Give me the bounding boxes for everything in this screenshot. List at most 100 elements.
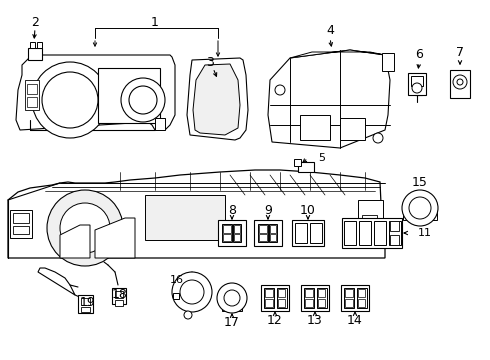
Text: 19: 19 [80,296,96,309]
Text: 8: 8 [228,203,236,216]
Circle shape [129,86,157,114]
Bar [305,299,313,307]
Bar [340,118,365,140]
Text: 3: 3 [206,55,214,68]
Bar [37,42,42,48]
Bar [27,97,37,107]
Bar [345,299,353,307]
Bar [261,285,289,311]
Circle shape [275,85,285,95]
Bar [13,213,29,223]
Text: 15: 15 [412,176,428,189]
Polygon shape [16,55,175,130]
Bar [403,208,437,220]
Bar [27,84,37,94]
Bar [277,288,287,308]
Bar [358,299,365,307]
Bar [304,288,314,308]
Bar [358,289,365,297]
Bar [374,221,386,245]
Text: 5: 5 [318,153,325,163]
Bar [341,285,369,311]
Bar [259,225,267,233]
Bar [390,235,399,245]
Bar [233,224,241,242]
Bar [317,288,327,308]
Text: 18: 18 [112,288,128,302]
Circle shape [224,290,240,306]
Bar [359,221,371,245]
Circle shape [412,83,422,93]
Bar [408,73,426,95]
Bar [265,289,273,297]
Text: 4: 4 [326,23,334,36]
Bar [223,225,231,233]
Circle shape [32,62,108,138]
Circle shape [373,133,383,143]
Bar [10,210,32,238]
Circle shape [42,72,98,128]
Bar [258,224,268,242]
Bar [389,221,401,245]
Polygon shape [187,58,248,140]
Text: 13: 13 [307,314,323,327]
Bar [382,53,394,71]
Bar [13,226,29,234]
Bar [344,288,354,308]
Polygon shape [290,50,385,58]
Bar [112,288,126,304]
Text: 9: 9 [264,203,272,216]
Bar [358,200,383,245]
Bar [292,220,324,246]
Bar [362,215,377,227]
Polygon shape [60,225,90,258]
Bar [28,48,42,60]
Bar [300,115,330,140]
Circle shape [47,190,123,266]
Circle shape [409,197,431,219]
Bar [81,307,90,312]
Bar [450,70,470,98]
Circle shape [453,75,467,89]
Bar [264,288,274,308]
Bar [345,289,353,297]
Circle shape [184,311,192,319]
Bar [270,234,276,241]
Bar [222,224,232,242]
Bar [222,303,242,311]
Bar [30,42,35,48]
Circle shape [457,79,463,85]
Bar [305,289,313,297]
Bar [218,220,246,246]
Text: 17: 17 [224,316,240,329]
Polygon shape [193,64,240,135]
Bar [278,289,285,297]
Text: 10: 10 [300,203,316,216]
Bar [298,162,314,172]
Text: 16: 16 [170,275,184,285]
Bar [342,218,402,248]
Bar [265,299,273,307]
Bar [115,300,123,306]
Circle shape [172,272,212,312]
Bar [81,298,90,305]
Polygon shape [268,50,390,148]
Bar [223,234,231,241]
Bar [259,234,267,241]
Bar [278,299,285,307]
Polygon shape [95,218,135,258]
Text: 1: 1 [151,15,159,28]
Bar [115,291,123,298]
Bar [234,225,240,233]
Bar [155,118,165,130]
Bar [357,288,367,308]
Text: 6: 6 [415,49,423,62]
Bar [411,76,423,86]
Bar [254,220,282,246]
Bar [25,80,39,110]
Circle shape [121,78,165,122]
Bar [145,195,225,240]
Polygon shape [8,170,385,258]
Circle shape [402,190,438,226]
Bar [301,285,329,311]
